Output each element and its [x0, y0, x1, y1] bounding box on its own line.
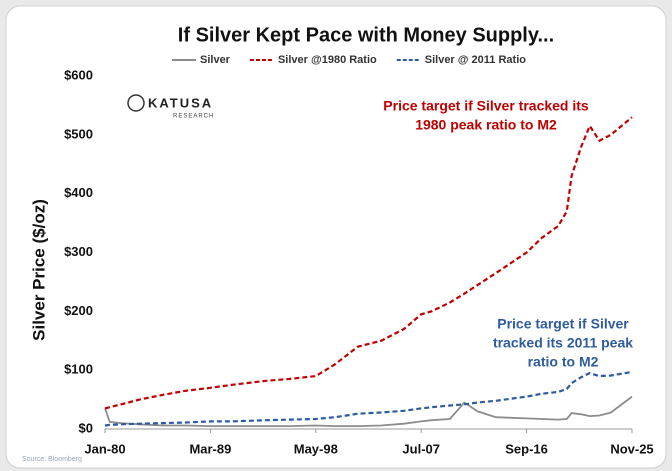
- y-tick-label: $600: [64, 67, 93, 82]
- chart-title: If Silver Kept Pace with Money Supply...: [178, 24, 554, 46]
- legend-label: Silver @1980 Ratio: [278, 54, 377, 66]
- x-tick-label: Sep-16: [505, 441, 548, 456]
- y-tick-label: $200: [64, 303, 93, 318]
- annotation: Price target if Silver: [497, 316, 629, 332]
- x-tick-label: May-98: [294, 441, 338, 456]
- logo-sub: RESEARCH: [173, 114, 214, 120]
- logo-icon: [127, 94, 145, 112]
- series-line: [104, 116, 633, 410]
- series-line: [104, 370, 633, 427]
- x-tick-label: Mar-89: [189, 441, 231, 456]
- annotation: Price target if Silver tracked its: [383, 98, 589, 114]
- y-tick-label: $100: [64, 362, 93, 377]
- card: [5, 5, 667, 469]
- y-tick-label: $300: [64, 244, 93, 259]
- x-tick-label: Nov-25: [610, 441, 653, 456]
- y-axis-label: Silver Price ($/oz): [29, 199, 48, 341]
- y-tick-label: $0: [79, 420, 93, 435]
- legend-label: Silver: [200, 54, 231, 66]
- series-line: [104, 395, 633, 427]
- annotation: ratio to M2: [528, 354, 599, 370]
- logo: KATUSA RESEARCH: [127, 94, 214, 120]
- legend-label: Silver @ 2011 Ratio: [425, 54, 527, 66]
- x-tick-label: Jul-07: [402, 441, 440, 456]
- annotation: 1980 peak ratio to M2: [415, 117, 557, 133]
- y-tick-label: $400: [64, 185, 93, 200]
- y-tick-label: $500: [64, 126, 93, 141]
- source: Source: Bloomberg: [22, 456, 82, 463]
- annotation: tracked its 2011 peak: [493, 335, 633, 351]
- logo-name: KATUSA: [148, 95, 213, 110]
- x-tick-label: Jan-80: [84, 441, 125, 456]
